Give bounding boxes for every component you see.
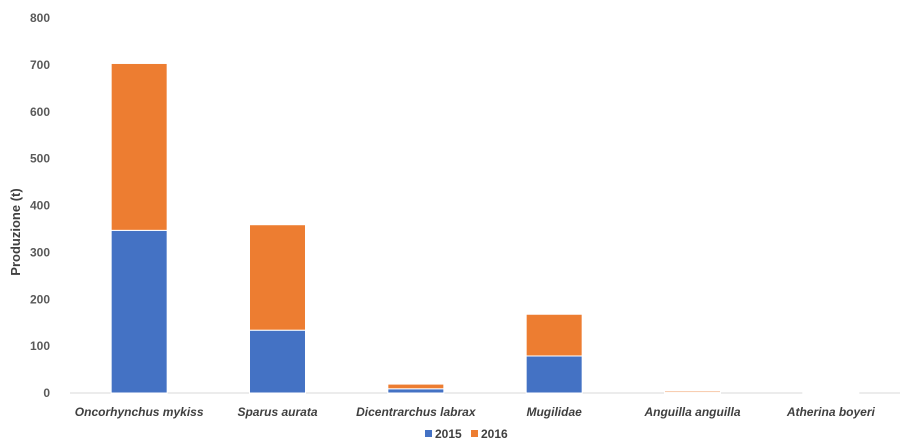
bar-2015[interactable] [525,355,583,394]
bar-2016[interactable] [110,62,168,231]
legend-swatch-2015 [425,430,432,437]
category-labels: Oncorhynchus mykiss Sparus aurata Dicentra… [75,405,876,419]
bars [110,62,860,394]
legend-swatch-2016 [471,430,478,437]
bar-2016[interactable] [525,313,583,357]
y-tick-label: 300 [30,245,50,259]
x-category-label: Oncorhynchus mykiss [75,405,204,419]
x-category-label: Dicentrarchus labrax [356,405,477,419]
bar-2016[interactable] [249,224,306,331]
y-tick-label: 200 [30,292,50,306]
bar-2015[interactable] [249,329,306,394]
x-category-label: Mugilidae [526,405,582,419]
bar-2016[interactable] [664,390,721,394]
legend[interactable]: 2015 2016 [425,427,508,441]
legend-label: 2016 [481,427,508,441]
bar-2016[interactable] [387,383,445,390]
bar-2015[interactable] [387,388,445,394]
x-category-label: Sparus aurata [237,405,317,419]
y-axis-ticks: 0 100 200 300 400 500 600 700 800 [30,11,50,400]
y-tick-label: 800 [30,11,50,25]
y-tick-label: 0 [43,386,50,400]
y-tick-label: 400 [30,199,50,213]
bar-2015[interactable] [110,229,168,394]
y-tick-label: 100 [30,339,50,353]
y-tick-label: 600 [30,105,50,119]
x-category-label: Atherina boyeri [786,405,876,419]
y-axis-title: Produzione (t) [8,188,23,275]
x-category-label: Anguilla anguilla [643,405,740,419]
y-tick-label: 700 [30,58,50,72]
legend-label: 2015 [435,427,462,441]
y-tick-label: 500 [30,152,50,166]
